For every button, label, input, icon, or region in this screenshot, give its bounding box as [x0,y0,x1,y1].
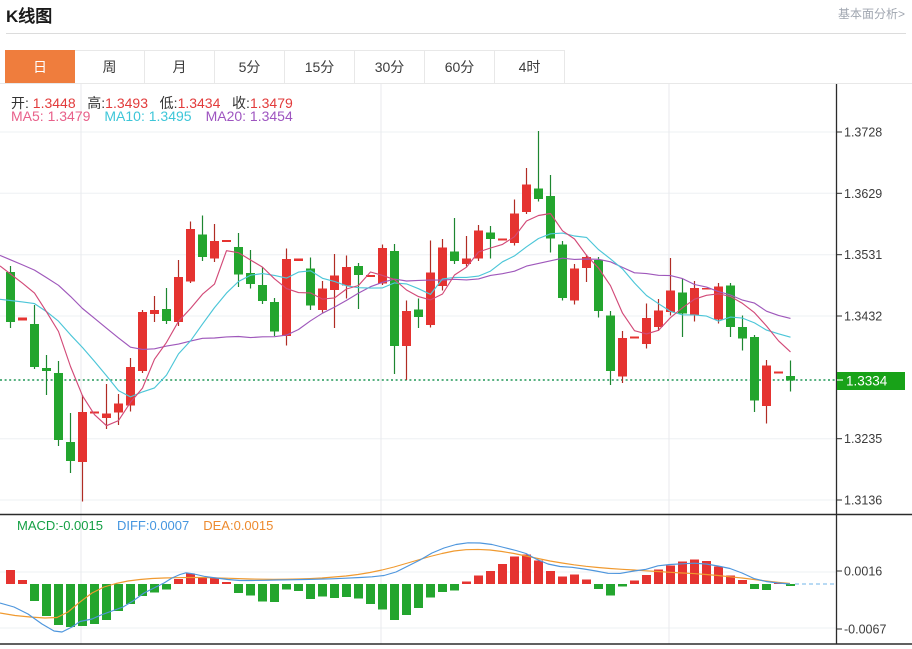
svg-text:1.3629: 1.3629 [844,187,882,201]
svg-text:1.3728: 1.3728 [844,126,882,140]
svg-text:1.3136: 1.3136 [844,494,882,508]
svg-text:-0.0067: -0.0067 [844,623,886,637]
svg-text:0.0016: 0.0016 [844,565,882,579]
svg-text:1.3531: 1.3531 [844,248,882,262]
svg-text:1.3235: 1.3235 [844,432,882,446]
svg-text:1.3432: 1.3432 [844,310,882,324]
svg-text:1.3334: 1.3334 [846,374,888,389]
